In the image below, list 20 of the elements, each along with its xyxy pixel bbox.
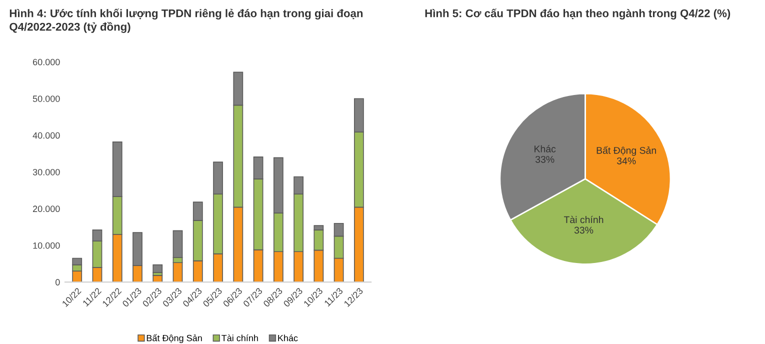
slice-label: Tài chính — [564, 216, 604, 224]
legend-label: Khác — [278, 334, 298, 342]
legend-label: Bất Động Sản — [146, 334, 202, 344]
bar — [152, 264, 163, 273]
y-tick-label: 0 — [55, 279, 60, 286]
y-tick-label: 50.000 — [32, 96, 60, 102]
legend-label: Tài chính — [222, 334, 258, 342]
data-label: 33% — [574, 226, 594, 234]
slice-label: Khác — [534, 145, 556, 152]
data-label: 33% — [535, 156, 554, 163]
y-tick-label: 30.000 — [32, 168, 60, 176]
y-tick-label: 40.000 — [32, 132, 60, 139]
y-tick-label: 20.000 — [33, 206, 60, 212]
chart-title: Hình 4: Ước tính khối lượng TPDN riêng lẻ đáo hạn trong giai đoạn Q4/2022-2023 (tỷ đồng) — [10, 8, 363, 33]
y-tick-label: 60.000 — [33, 58, 60, 66]
slice-label: Bất Động Sản — [596, 146, 656, 156]
chart-title: Hình 5: Cơ cấu TPDN đáo hạn theo ngành trong Q4/22 (%) — [425, 8, 730, 20]
data-label: 34% — [616, 157, 636, 164]
bar — [172, 262, 183, 282]
y-tick-label: 10.000 — [33, 242, 60, 249]
